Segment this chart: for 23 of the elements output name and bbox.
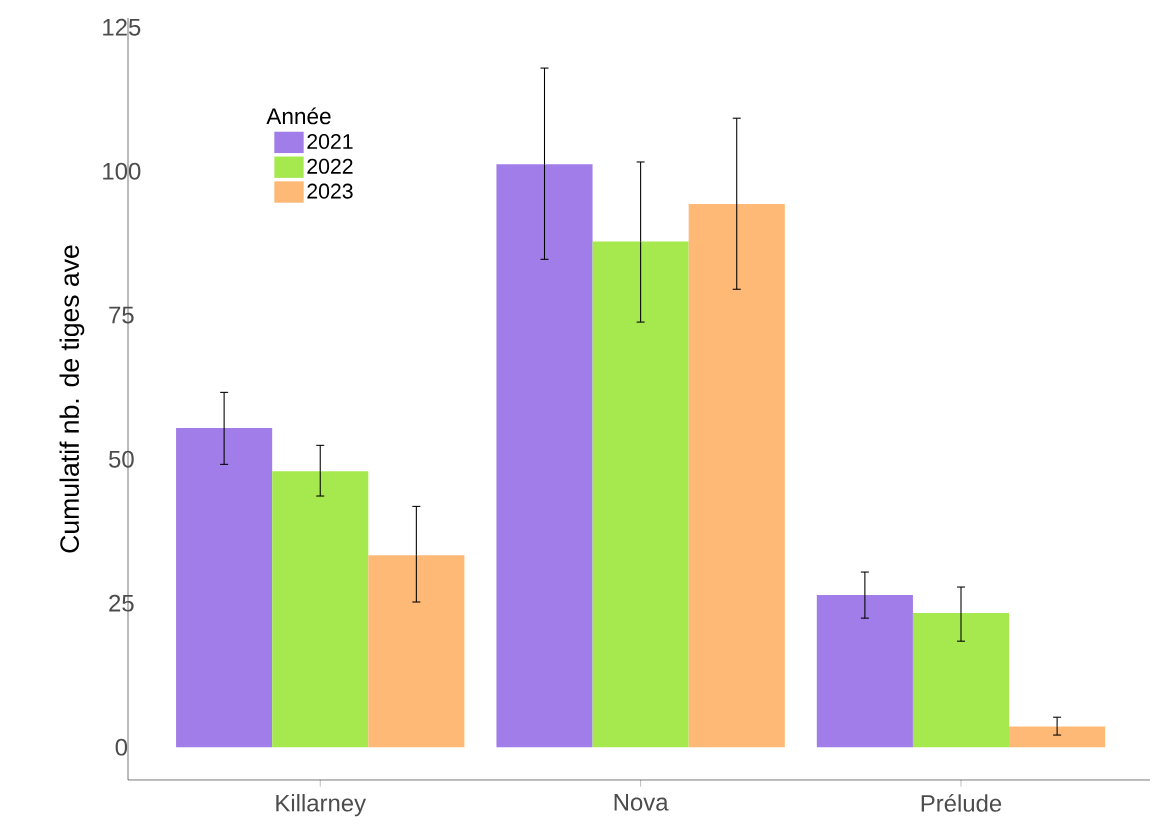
- bar: [496, 164, 593, 748]
- y-tick-label: 50: [109, 450, 134, 468]
- legend-label: 2022: [307, 158, 353, 174]
- legend-label: 2021: [307, 133, 353, 150]
- x-tick-label: Killarney: [276, 794, 367, 817]
- y-axis-title: Cumulatif nb. de tiges ave: [59, 245, 85, 553]
- bar: [592, 241, 689, 748]
- x-tick-label: Nova: [614, 794, 669, 811]
- bar: [272, 471, 369, 748]
- legend-label: 2023: [307, 183, 353, 199]
- y-tick-label: 100: [103, 162, 141, 180]
- bar: [368, 555, 465, 748]
- legend-title: Année: [266, 107, 331, 125]
- bar: [816, 595, 913, 748]
- bar: [176, 428, 273, 748]
- bar: [1009, 726, 1106, 748]
- x-tick-label: Prélude: [921, 794, 1002, 812]
- bar: [912, 612, 1010, 748]
- y-tick-label: 0: [115, 738, 128, 756]
- bar: [688, 204, 785, 748]
- y-tick-label: 25: [109, 594, 134, 612]
- y-tick-label: 75: [109, 306, 134, 324]
- y-tick-label: 125: [103, 18, 141, 36]
